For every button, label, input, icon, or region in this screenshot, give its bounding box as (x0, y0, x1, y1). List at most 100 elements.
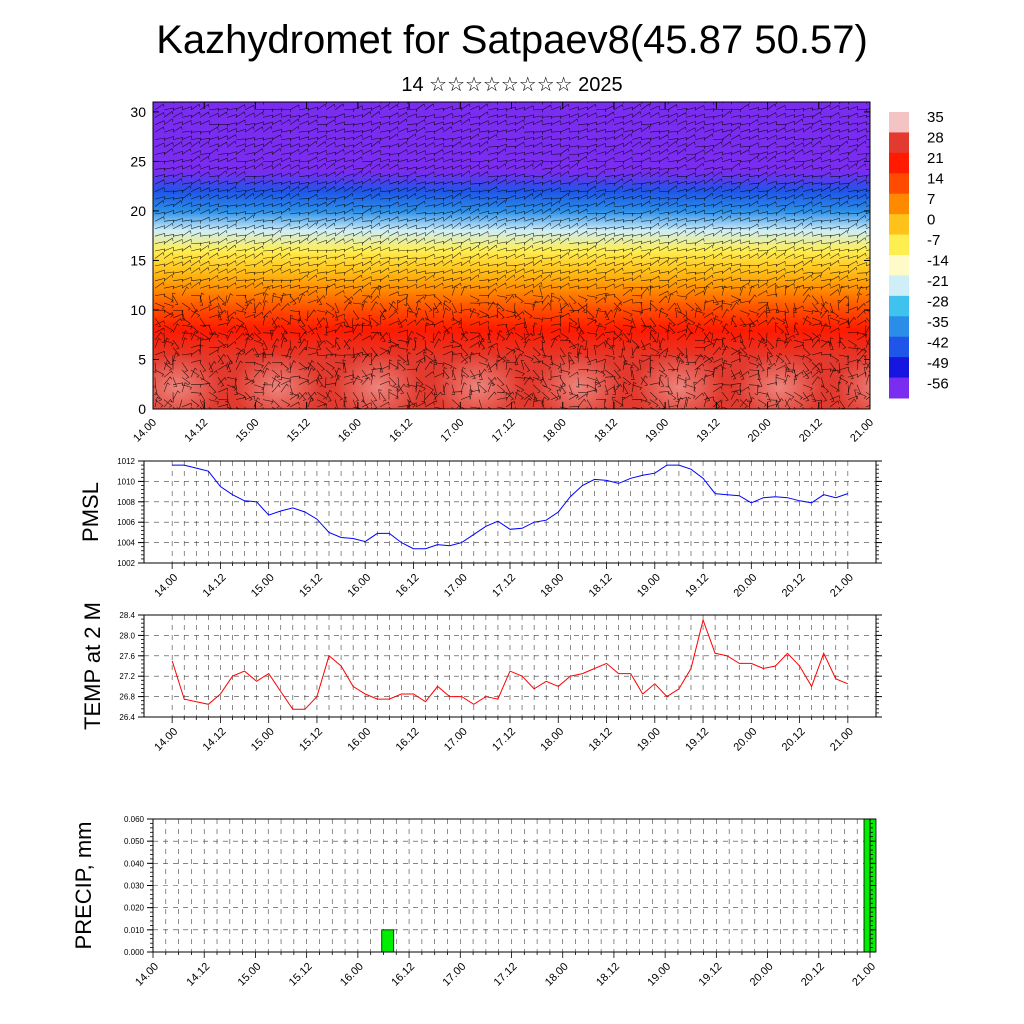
wind-barb (775, 173, 786, 178)
wind-barb (190, 367, 198, 378)
wind-barb (865, 317, 870, 323)
wind-barb (559, 190, 571, 194)
wind-barb (667, 322, 673, 333)
wind-barb (568, 130, 580, 134)
wind-barb (586, 358, 597, 363)
wind-barb (721, 340, 727, 350)
wind-barb (748, 134, 759, 140)
wind-barb (442, 232, 453, 237)
wind-barb (856, 286, 864, 296)
wind-barb (271, 129, 282, 133)
wind-barb (514, 284, 525, 289)
wind-barb (532, 151, 543, 155)
wind-barb (343, 123, 355, 127)
wind-barb (487, 178, 498, 185)
wind-barb (819, 399, 823, 409)
wind-barb (766, 180, 777, 185)
wind-barb (370, 215, 381, 222)
wind-barb (478, 223, 489, 230)
wind-barb (505, 384, 511, 395)
wind-barb (280, 180, 291, 185)
wind-barb (568, 352, 572, 363)
wind-barb (649, 246, 660, 252)
wind-barb (739, 103, 750, 111)
wind-barb (811, 362, 821, 371)
wind-barb (721, 285, 727, 296)
wind-barb (172, 178, 183, 185)
wind-barb (784, 362, 790, 373)
wind-barb (613, 233, 625, 237)
wind-barb (325, 369, 334, 379)
wind-barb (190, 140, 201, 148)
wind-barb (802, 274, 813, 282)
wind-barb (739, 269, 750, 274)
wind-barb (550, 285, 562, 290)
wind-barb (181, 174, 193, 179)
wind-barb (487, 211, 499, 216)
wind-barb (199, 284, 210, 289)
wind-barb (712, 295, 719, 305)
wind-barb (334, 367, 342, 378)
wind-barb (640, 137, 652, 142)
wind-barb (622, 113, 633, 118)
wind-barb (613, 325, 623, 334)
wind-barb (440, 399, 444, 409)
wind-barb (334, 324, 343, 333)
wind-barb (739, 340, 747, 350)
wind-barb (766, 309, 778, 313)
wind-barb (766, 219, 778, 223)
wind-barb (854, 389, 858, 400)
wind-barb (676, 295, 688, 300)
wind-barb (421, 392, 426, 403)
wind-barb (802, 125, 813, 133)
wind-barb (208, 297, 219, 304)
wind-barb (343, 267, 354, 274)
wind-barb (469, 133, 480, 140)
wind-barb (577, 222, 588, 230)
wind-barb (712, 194, 723, 200)
wind-barb (829, 158, 840, 163)
wind-barb (433, 197, 445, 202)
wind-barb (334, 113, 345, 118)
wind-barb (469, 196, 480, 200)
wind-barb (235, 190, 247, 194)
wind-barb (604, 148, 615, 155)
wind-barb (604, 386, 615, 393)
wind-barb (325, 256, 337, 260)
wind-barb (244, 253, 255, 259)
wind-barb (406, 352, 411, 363)
wind-barb (865, 205, 870, 207)
wind-barb (685, 141, 696, 148)
wind-barb (649, 300, 654, 311)
wind-barb (550, 197, 562, 201)
wind-barb (361, 322, 366, 333)
wind-barb (595, 121, 606, 126)
wind-barb (271, 113, 282, 118)
wind-barb (379, 310, 386, 320)
wind-barb (667, 354, 679, 361)
wind-barb (496, 143, 507, 148)
wind-barb (775, 260, 786, 267)
wind-barb (532, 317, 544, 323)
wind-barb (667, 302, 677, 311)
wind-barb (811, 263, 823, 268)
wind-barb (523, 151, 534, 156)
wind-barb (622, 219, 634, 224)
wind-barb (730, 335, 741, 341)
wind-barb (298, 331, 307, 341)
wind-barb (252, 302, 256, 314)
wind-barb (469, 389, 473, 400)
wind-barb (640, 249, 652, 253)
wind-barb (496, 302, 505, 312)
wind-barb (370, 367, 377, 378)
wind-barb (469, 302, 481, 307)
wind-barb (316, 209, 327, 215)
wind-barb (370, 140, 381, 148)
wind-barb (523, 131, 535, 135)
colorbar-swatch (889, 377, 909, 399)
wind-barb (217, 157, 228, 163)
wind-barb (595, 227, 607, 231)
wind-barb (424, 317, 435, 326)
wind-barb (298, 223, 309, 230)
wind-barb (532, 136, 543, 140)
